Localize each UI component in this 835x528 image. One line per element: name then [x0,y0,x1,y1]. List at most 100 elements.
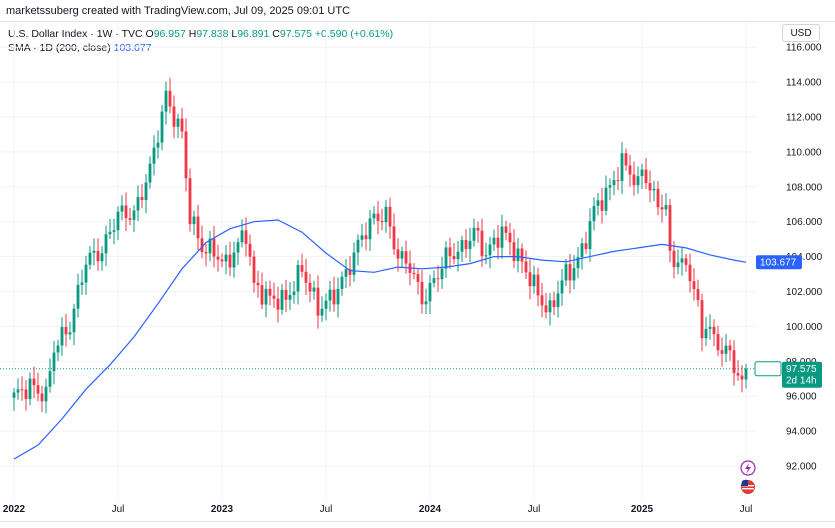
x-tick-label: Jul [320,504,333,515]
candle-body [676,262,680,268]
candle-body [280,289,284,310]
y-tick-label: 108.000 [786,182,823,193]
candle-body [632,174,636,186]
candle-body [528,272,532,287]
candle-body [344,269,348,277]
candle-body [136,197,140,211]
y-tick-label: 100.000 [786,322,823,333]
candle-body [524,261,528,273]
candle-body [572,268,576,281]
ohlc-open: O96.957 [146,28,189,40]
candle-body [532,274,536,287]
ohlc-low-value: 96.891 [237,28,270,40]
y-tick-label: 94.000 [786,427,817,438]
candle-body [164,90,168,112]
candle-body [696,289,700,301]
candle-body [260,285,264,305]
candle-body [368,218,372,240]
grid-lines [0,22,755,500]
candle-body [472,227,476,241]
candle-body [256,282,260,286]
candle-body [172,106,176,127]
candlesticks [12,77,748,414]
ohlc-low-key: L [231,28,238,40]
candle-body [700,300,704,339]
attribution-bar: marketssuberg created with TradingView.c… [0,0,835,22]
candle-body [68,332,72,335]
candle-body [416,274,420,282]
us-flag-icon[interactable] [741,479,755,494]
candle-body [384,206,388,223]
legend-instrument-row[interactable]: U.S. Dollar Index · 1W · TVC O96.957 H97… [8,27,393,41]
candle-body [36,385,40,394]
candle-body [672,250,676,268]
candle-body [340,276,344,289]
candle-body [240,230,244,243]
sma-label: SMA · 1D (200, close) [8,42,111,54]
candle-body [520,248,524,262]
y-tick-label: 112.000 [786,113,822,124]
candle-body [604,187,608,211]
candle-body [412,272,416,275]
candle-body [216,256,220,260]
candle-body [188,178,192,225]
candle-body [140,197,144,201]
candle-body [628,165,632,175]
candle-body [636,176,640,186]
candle-body [484,255,488,257]
candle-body [312,287,316,292]
candle-body [464,240,468,250]
candle-body [160,111,164,143]
candle-body [324,300,328,309]
candle-body [356,239,360,253]
candle-body [720,350,724,354]
candle-body [264,288,268,305]
candle-body [224,254,228,262]
price-change: +0.590 (+0.61%) [314,28,394,40]
candle-body [156,142,160,148]
candle-body [380,220,384,223]
candle-body [712,326,716,334]
candle-body [420,281,424,305]
candle-body [348,269,352,275]
candle-body [556,293,560,308]
candle-body [52,352,56,372]
ohlc-open-key: O [145,28,154,40]
candle-body [56,345,60,353]
candle-body [228,254,232,268]
candle-body [96,250,100,262]
price-badge-value: 97.575 [786,364,817,375]
lightning-icon[interactable] [740,460,756,476]
candle-body [448,247,452,257]
candle-body [500,226,504,248]
candle-body [20,389,24,391]
candle-body [44,386,48,402]
candle-body [372,213,376,219]
y-tick-label: 96.000 [786,392,817,403]
candle-body [684,258,688,265]
candle-body [28,378,32,399]
candle-body [516,248,520,261]
candle-body [132,210,136,220]
candle-body [184,131,188,179]
candle-body [288,295,292,300]
legend-sma-row[interactable]: SMA · 1D (200, close) 103.677 [8,41,393,55]
candle-body [152,147,156,164]
candle-body [320,308,324,316]
candle-body [60,326,64,346]
sma-line [13,219,747,460]
candle-body [652,188,656,191]
sma-value: 103.677 [113,42,152,54]
candle-body [592,205,596,222]
x-tick-label: 2022 [3,504,26,515]
candle-body [116,211,120,231]
currency-button[interactable]: USD [782,24,820,42]
candle-body [148,163,152,183]
x-axis: 2022 Jul 2023 Jul 2024 Jul 2025 Jul [3,504,753,515]
x-tick-label: Jul [740,504,753,515]
candle-body [16,389,20,393]
y-tick-label: 114.000 [786,78,822,89]
sma-badge: 103.677 [756,255,802,270]
candle-body [180,118,184,132]
